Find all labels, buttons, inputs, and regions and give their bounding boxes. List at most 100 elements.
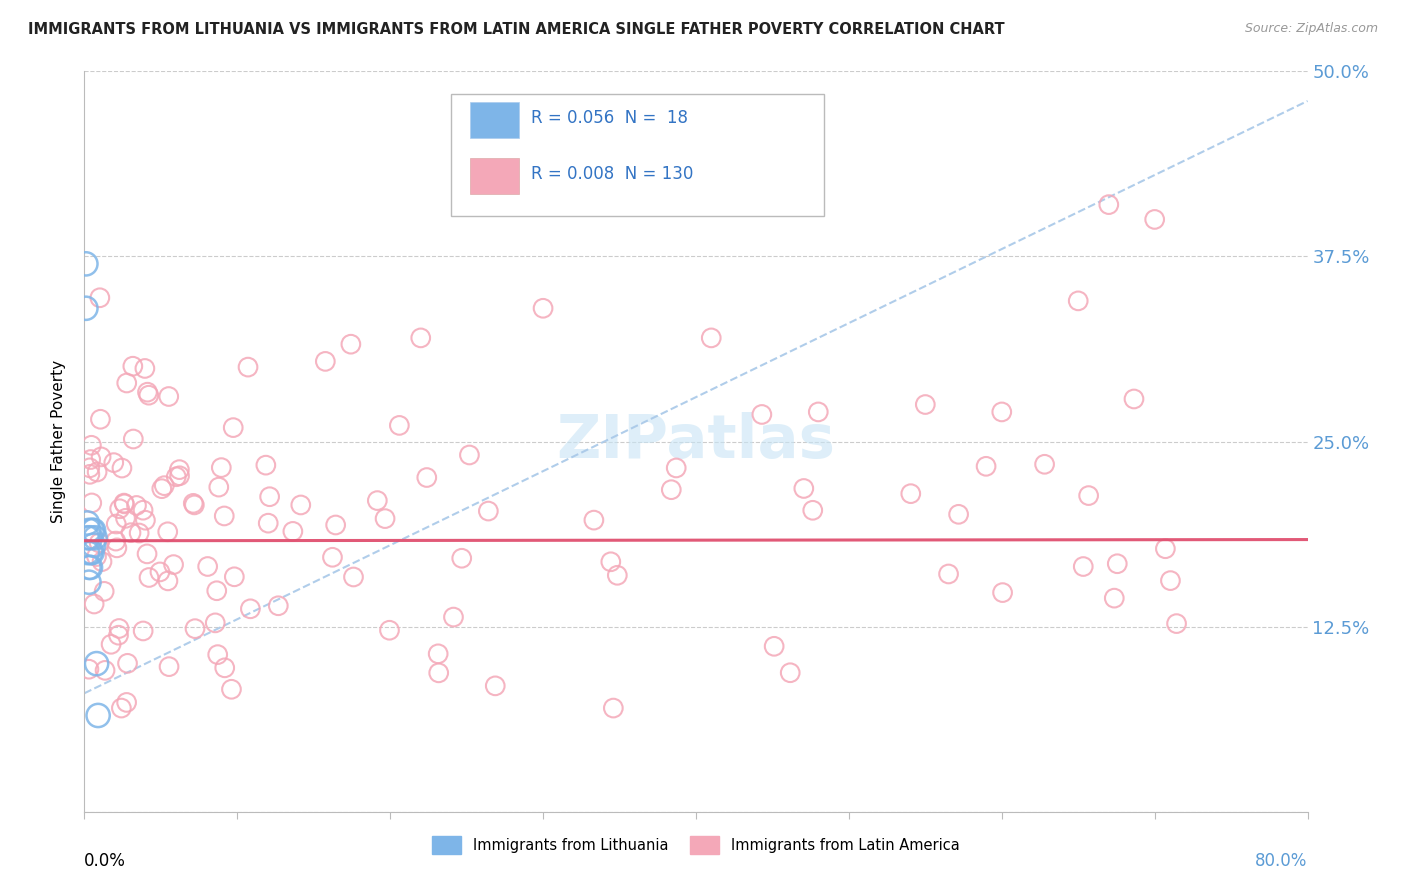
Point	[79, 531, 101, 545]
Point	[107, 628, 129, 642]
Point	[531, 301, 554, 316]
Point	[91, 555, 114, 569]
Point	[204, 615, 226, 630]
Point	[914, 398, 936, 412]
Point	[224, 570, 246, 584]
Point	[801, 503, 824, 517]
Y-axis label: Single Father Poverty: Single Father Poverty	[51, 360, 66, 523]
Point	[103, 456, 125, 470]
Point	[938, 566, 960, 581]
Point	[281, 524, 304, 539]
Legend: Immigrants from Lithuania, Immigrants from Latin America: Immigrants from Lithuania, Immigrants fr…	[426, 830, 966, 860]
Point	[79, 546, 101, 560]
Point	[763, 640, 786, 654]
Point	[991, 405, 1014, 419]
Point	[582, 513, 605, 527]
Point	[86, 657, 108, 671]
Point	[477, 504, 499, 518]
Point	[314, 354, 336, 368]
Text: IMMIGRANTS FROM LITHUANIA VS IMMIGRANTS FROM LATIN AMERICA SINGLE FATHER POVERTY: IMMIGRANTS FROM LITHUANIA VS IMMIGRANTS …	[28, 22, 1005, 37]
Point	[659, 483, 682, 497]
Text: 0.0%: 0.0%	[84, 853, 127, 871]
Point	[602, 701, 624, 715]
Point	[87, 708, 110, 723]
Point	[1154, 541, 1177, 556]
Point	[80, 524, 103, 538]
Point	[427, 665, 450, 680]
Point	[128, 526, 150, 541]
Point	[209, 460, 232, 475]
Point	[1123, 392, 1146, 406]
Point	[79, 467, 101, 482]
Point	[208, 480, 231, 494]
Point	[366, 493, 388, 508]
Point	[162, 558, 184, 572]
Point	[80, 438, 103, 452]
Point	[1033, 458, 1056, 472]
FancyBboxPatch shape	[470, 103, 519, 138]
Point	[100, 637, 122, 651]
Point	[134, 361, 156, 376]
Point	[184, 622, 207, 636]
Point	[1077, 489, 1099, 503]
Point	[138, 570, 160, 584]
Point	[83, 538, 105, 552]
Point	[157, 390, 180, 404]
Point	[120, 525, 142, 540]
Text: R = 0.056  N =  18: R = 0.056 N = 18	[531, 109, 688, 127]
Point	[79, 460, 101, 475]
Point	[450, 551, 472, 566]
Point	[115, 695, 138, 709]
Point	[150, 482, 173, 496]
Point	[89, 412, 111, 426]
Point	[443, 610, 465, 624]
Point	[121, 359, 143, 374]
Point	[236, 360, 259, 375]
Point	[86, 465, 108, 479]
Point	[132, 503, 155, 517]
Point	[205, 583, 228, 598]
Point	[90, 450, 112, 464]
Point	[108, 501, 131, 516]
Point	[136, 385, 159, 400]
Point	[378, 624, 401, 638]
Point	[112, 496, 135, 510]
Point	[257, 516, 280, 531]
Point	[75, 301, 97, 316]
Point	[153, 478, 176, 492]
FancyBboxPatch shape	[451, 94, 824, 216]
Point	[105, 541, 128, 555]
Point	[138, 388, 160, 402]
Point	[80, 496, 103, 510]
Point	[427, 647, 450, 661]
Point	[207, 648, 229, 662]
Point	[183, 498, 205, 512]
Point	[83, 597, 105, 611]
Point	[793, 482, 815, 496]
Point	[80, 546, 103, 560]
Point	[181, 496, 204, 510]
Point	[779, 665, 801, 680]
Point	[108, 622, 131, 636]
Point	[110, 701, 132, 715]
Point	[254, 458, 277, 472]
Point	[115, 376, 138, 390]
Point	[599, 555, 621, 569]
Point	[374, 511, 396, 525]
Point	[122, 432, 145, 446]
Point	[79, 560, 101, 574]
Point	[807, 405, 830, 419]
Point	[104, 534, 127, 549]
Point	[1143, 212, 1166, 227]
Point	[89, 536, 111, 550]
Point	[1098, 197, 1121, 211]
Point	[114, 511, 136, 525]
Point	[409, 331, 432, 345]
Point	[132, 624, 155, 638]
Point	[77, 524, 100, 538]
Point	[665, 461, 688, 475]
Text: ZIPatlas: ZIPatlas	[557, 412, 835, 471]
Point	[1067, 293, 1090, 308]
Point	[1071, 559, 1094, 574]
Point	[388, 418, 411, 433]
